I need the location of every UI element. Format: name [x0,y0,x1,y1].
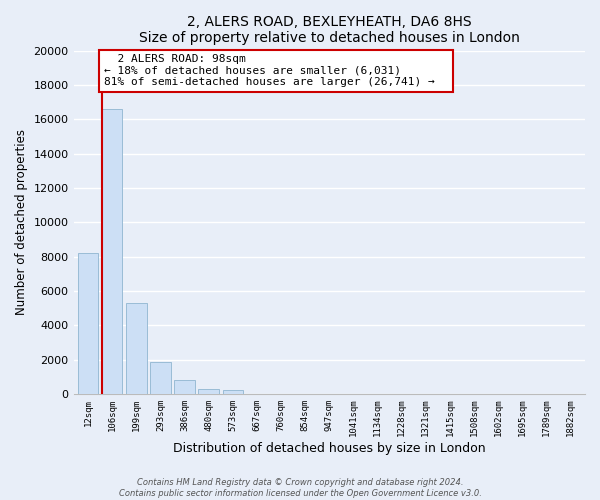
Bar [174,380,195,394]
Bar [150,362,170,394]
Bar [223,390,243,394]
Bar [126,303,146,394]
Bar [102,109,122,394]
Bar [78,253,98,394]
X-axis label: Distribution of detached houses by size in London: Distribution of detached houses by size … [173,442,485,455]
Y-axis label: Number of detached properties: Number of detached properties [15,129,28,315]
Text: Contains HM Land Registry data © Crown copyright and database right 2024.
Contai: Contains HM Land Registry data © Crown c… [119,478,481,498]
Text: 2 ALERS ROAD: 98sqm
← 18% of detached houses are smaller (6,031)
81% of semi-det: 2 ALERS ROAD: 98sqm ← 18% of detached ho… [104,54,448,87]
Title: 2, ALERS ROAD, BEXLEYHEATH, DA6 8HS
Size of property relative to detached houses: 2, ALERS ROAD, BEXLEYHEATH, DA6 8HS Size… [139,15,520,45]
Bar [199,389,219,394]
